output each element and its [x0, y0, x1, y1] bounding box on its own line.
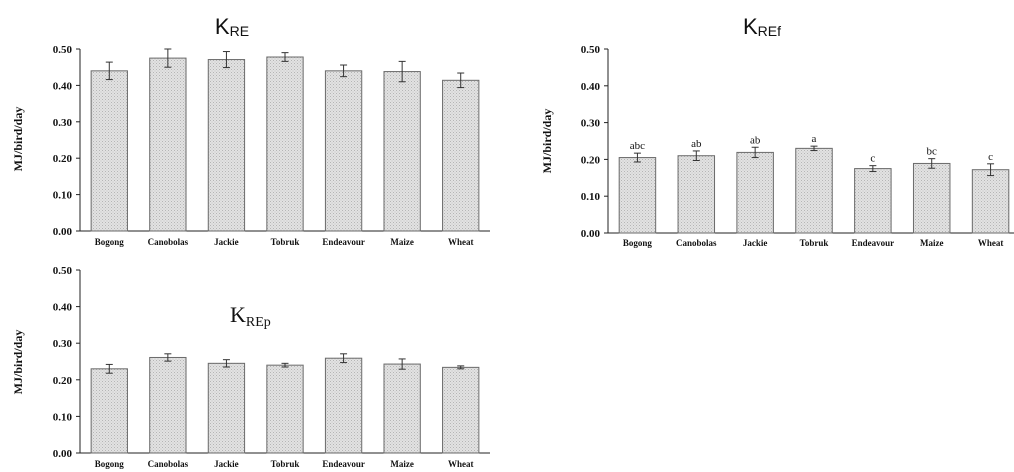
significance-label: ab: [750, 134, 761, 146]
x-tick-label: Maize: [390, 459, 413, 469]
y-tick-label: 0.50: [53, 44, 73, 56]
bar: [149, 57, 187, 232]
x-tick-label: Jackie: [214, 237, 239, 247]
y-tick-label: 0.00: [581, 228, 601, 240]
x-tick-label: Canobolas: [676, 238, 717, 248]
bar: [207, 59, 246, 232]
plot-area-kre: 0.00 0.10 0.20 0.30 0.40 0.50 Bogong Canobolas J…: [53, 44, 490, 247]
x-tick-label: Endeavour: [322, 237, 365, 247]
chart-panel-kref: KREf MJ/bird/day 0.00 0.10 0.20 0.30 0.40 0.5…: [540, 14, 1014, 248]
x-tick-label: Wheat: [448, 459, 474, 469]
chart-title-kre: KRE: [215, 14, 249, 39]
y-tick-label: 0.40: [53, 80, 73, 92]
y-tick-label: 0.20: [581, 154, 601, 166]
x-tick-label: Maize: [390, 237, 413, 247]
significance-label: bc: [927, 146, 938, 158]
x-tick-label: Bogong: [95, 459, 125, 469]
y-tick-label: 0.10: [53, 190, 73, 202]
x-tick-label: Tobruk: [271, 237, 300, 247]
y-tick-label: 0.50: [53, 265, 73, 277]
x-tick-label: Endeavour: [322, 459, 365, 469]
x-tick-label: Maize: [920, 238, 943, 248]
y-tick-label: 0.30: [581, 118, 601, 130]
y-axis-label-kref: MJ/bird/day: [540, 109, 554, 174]
bar: [971, 169, 1010, 234]
y-axis-label-krep: MJ/bird/day: [11, 330, 25, 395]
y-tick-label: 0.30: [53, 117, 73, 129]
chart-title-kref: KREf: [743, 14, 781, 39]
y-tick-label: 0.40: [581, 81, 601, 93]
bar: [677, 155, 716, 234]
y-tick-label: 0.00: [53, 448, 73, 460]
bar: [266, 364, 304, 454]
y-tick-label: 0.20: [53, 153, 73, 165]
significance-label: c: [988, 151, 993, 163]
bar: [324, 70, 363, 232]
y-tick-label: 0.00: [53, 226, 73, 238]
x-tick-label: Jackie: [214, 459, 239, 469]
bar: [383, 71, 421, 232]
bar: [912, 162, 951, 234]
chart-panel-krep: KREp MJ/bird/day 0.00 0.10 0.20 0.30 0.40 0.5…: [11, 265, 490, 469]
x-tick-label: Endeavour: [852, 238, 895, 248]
bar: [618, 157, 657, 234]
y-tick-label: 0.10: [53, 411, 73, 423]
chart-panel-kre: KRE MJ/bird/day 0.00 0.10 0.20 0.30 0.40 0.50…: [11, 14, 490, 247]
y-tick-label: 0.10: [581, 191, 601, 203]
significance-label: abc: [630, 140, 645, 152]
bar: [149, 356, 187, 454]
x-tick-label: Bogong: [623, 238, 653, 248]
x-tick-label: Tobruk: [800, 238, 829, 248]
chart-title-krep: KREp: [230, 302, 271, 330]
bar: [383, 363, 421, 454]
y-tick-label: 0.50: [581, 44, 601, 56]
y-tick-label: 0.30: [53, 338, 73, 350]
bar: [90, 368, 128, 454]
x-tick-label: Jackie: [743, 238, 768, 248]
bar: [795, 147, 833, 234]
x-tick-label: Wheat: [978, 238, 1004, 248]
significance-label: c: [870, 153, 875, 165]
significance-label: ab: [691, 138, 702, 150]
x-tick-label: Wheat: [448, 237, 474, 247]
plot-area-krep: 0.00 0.10 0.20 0.30 0.40 0.50 Bogong Canobolas J…: [53, 265, 490, 469]
x-tick-label: Canobolas: [148, 459, 189, 469]
bar: [266, 56, 304, 232]
bar: [207, 362, 246, 454]
y-tick-label: 0.20: [53, 375, 73, 387]
bar: [90, 70, 128, 232]
bar: [854, 168, 892, 234]
x-tick-label: Canobolas: [148, 237, 189, 247]
bar: [736, 151, 774, 234]
y-tick-label: 0.40: [53, 302, 73, 314]
bar: [442, 366, 480, 454]
y-axis-label-kre: MJ/bird/day: [11, 107, 25, 172]
plot-area-kref: 0.000.100.200.300.400.50BogongabcCanobol…: [581, 44, 1014, 248]
bar: [442, 79, 480, 232]
bar: [324, 357, 363, 454]
significance-label: a: [812, 133, 817, 145]
x-tick-label: Tobruk: [271, 459, 300, 469]
x-tick-label: Bogong: [95, 237, 125, 247]
